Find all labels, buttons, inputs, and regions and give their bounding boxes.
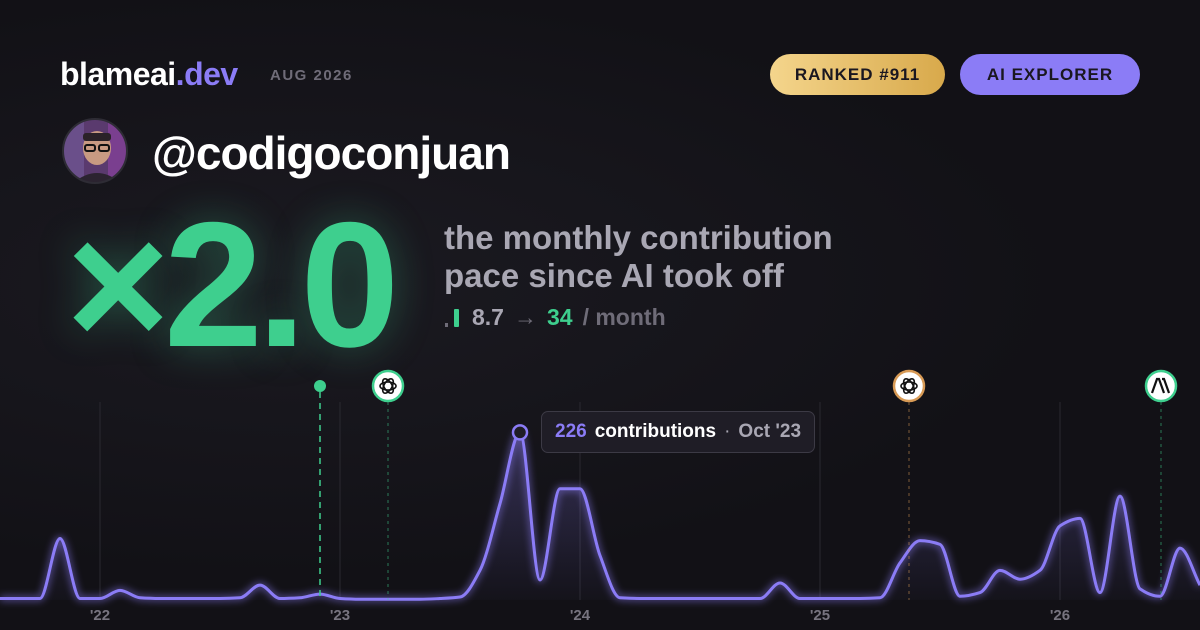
pace-before: 8.7 bbox=[472, 304, 504, 330]
release-markers bbox=[314, 369, 1178, 600]
caption: pace since AI took off bbox=[444, 257, 784, 294]
x-tick-label: '25 bbox=[810, 607, 830, 624]
rank-badge: RANKED #911 bbox=[770, 54, 945, 95]
anthropic-icon bbox=[1144, 369, 1178, 403]
pace-icon bbox=[445, 308, 459, 327]
x-tick-label: '23 bbox=[330, 607, 350, 624]
highlight-point bbox=[511, 424, 529, 441]
area bbox=[0, 432, 1200, 600]
tooltip-value: 226 bbox=[555, 421, 587, 442]
period: AUG 2026 bbox=[270, 67, 353, 84]
tooltip-separator: · bbox=[724, 421, 731, 442]
line bbox=[0, 430, 1200, 601]
openai-icon bbox=[371, 369, 405, 403]
tooltip-date: Oct '23 bbox=[738, 421, 802, 442]
avatar bbox=[62, 118, 128, 184]
x-tick-label: '24 bbox=[570, 607, 591, 624]
x-tick-label: '26 bbox=[1050, 607, 1070, 624]
handle: @codigoconjuan bbox=[152, 127, 511, 179]
brand-name: blameai bbox=[60, 56, 176, 92]
tier-badge: AI EXPLORER bbox=[960, 54, 1140, 95]
multiplier: ×2.0 bbox=[66, 185, 399, 384]
pace: 8.7 → 34 / month bbox=[444, 304, 666, 331]
pace-unit: / month bbox=[582, 304, 666, 330]
ai-takeoff-dot bbox=[314, 380, 326, 392]
brand: blameai.dev bbox=[60, 56, 238, 93]
pace-after: 34 bbox=[546, 304, 573, 330]
x-tick-label: '22 bbox=[90, 607, 110, 624]
caption: the monthly contribution bbox=[444, 219, 833, 256]
tooltip: 226 contributions · Oct '23 bbox=[541, 411, 816, 453]
tooltip-label: contributions bbox=[594, 421, 717, 442]
brand-domain: .dev bbox=[175, 56, 239, 92]
openai-icon bbox=[892, 369, 926, 403]
pace-arrow: → bbox=[513, 304, 537, 330]
